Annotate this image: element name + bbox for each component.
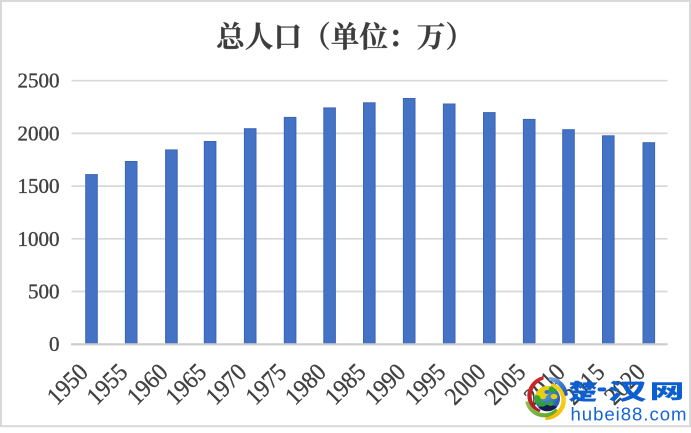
svg-text:hubei88.com: hubei88.com — [571, 403, 688, 424]
svg-text:1500: 1500 — [18, 174, 60, 198]
svg-text:0: 0 — [49, 332, 60, 356]
svg-text:1000: 1000 — [18, 227, 60, 251]
svg-text:2500: 2500 — [18, 69, 60, 93]
svg-text:500: 500 — [28, 280, 60, 304]
svg-text:2000: 2000 — [18, 121, 60, 145]
